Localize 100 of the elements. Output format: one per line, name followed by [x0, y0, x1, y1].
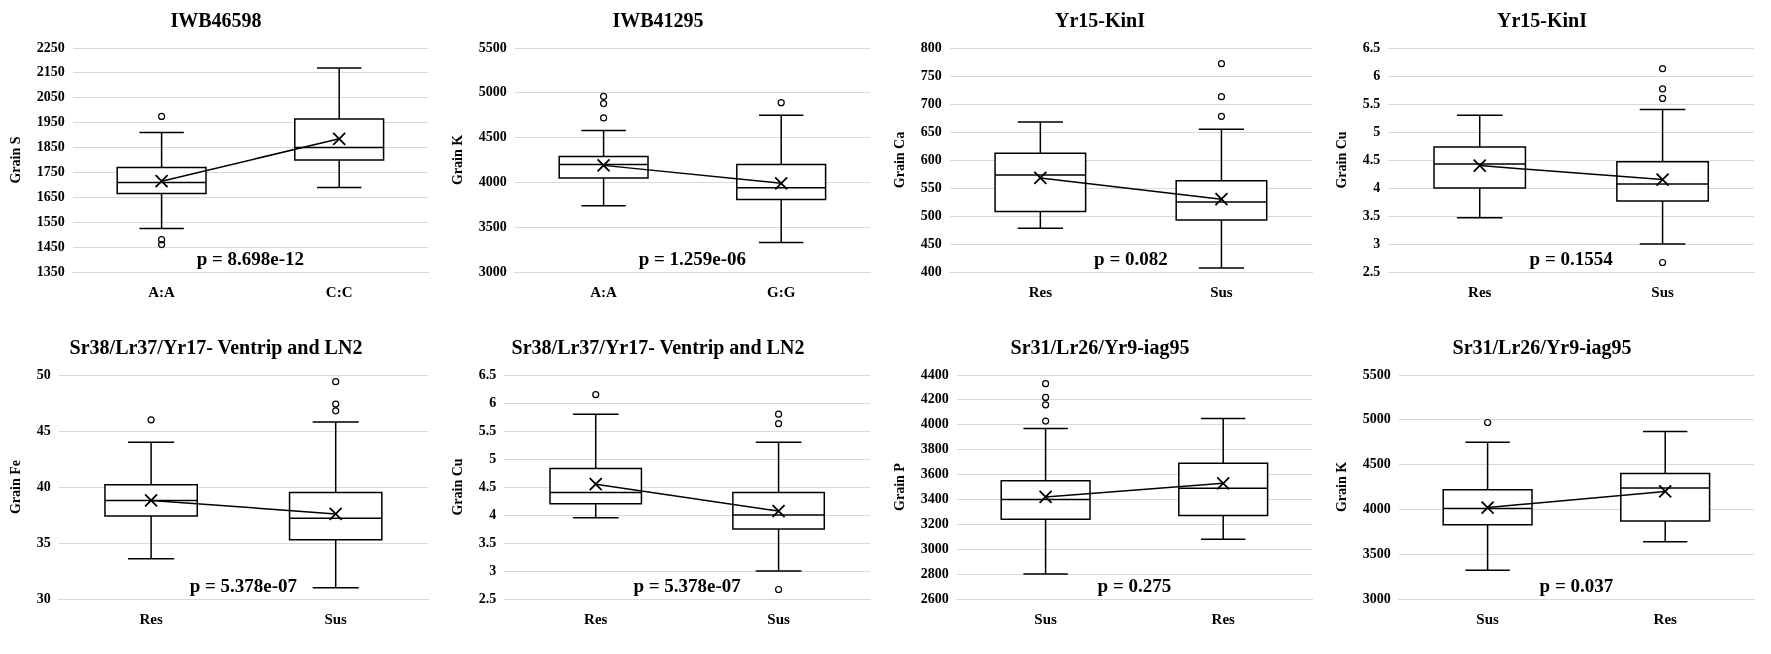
y-tick-label: 600 — [920, 151, 942, 167]
x-tick-label: Sus — [1034, 610, 1058, 627]
chart-title: Yr15-KinI — [1497, 9, 1588, 32]
y-tick-label: 3500 — [1362, 545, 1391, 561]
annotation: p = 5.378e-07 — [189, 575, 298, 597]
y-tick-label: 650 — [920, 123, 942, 139]
y-tick-label: 6 — [1373, 67, 1381, 83]
x-tick-label: Sus — [1210, 283, 1233, 300]
y-tick-label: 2800 — [920, 565, 949, 581]
y-tick-label: 2600 — [920, 590, 949, 606]
y-tick-label: 6.5 — [478, 366, 497, 382]
chart-title: Sr31/Lr26/Yr9-iag95 — [1452, 336, 1632, 360]
x-tick-label: Res — [1211, 610, 1236, 627]
y-tick-label: 40 — [36, 478, 51, 494]
x-tick-label: G:G — [767, 283, 796, 300]
y-tick-label: 4500 — [478, 129, 507, 145]
chart-title: Yr15-KinI — [1055, 9, 1146, 32]
y-tick-label: 3400 — [920, 491, 949, 507]
y-tick-label: 4 — [489, 506, 497, 522]
chart-title: IWB46598 — [170, 9, 262, 32]
x-tick-label: Res — [1468, 283, 1492, 300]
y-tick-label: 4.5 — [1362, 151, 1381, 167]
y-tick-label: 3000 — [920, 540, 949, 556]
y-tick-label: 3500 — [478, 218, 507, 234]
y-axis-title: Grain Fe — [8, 459, 24, 515]
chart-title: Sr31/Lr26/Yr9-iag95 — [1010, 336, 1190, 360]
y-tick-label: 30 — [36, 590, 51, 606]
y-tick-label: 5000 — [478, 84, 507, 100]
y-tick-label: 3200 — [920, 515, 949, 531]
y-tick-label: 800 — [920, 39, 942, 55]
y-tick-label: 4000 — [1362, 501, 1391, 517]
x-tick-label: Res — [1028, 283, 1053, 300]
annotation: p = 5.378e-07 — [633, 575, 742, 597]
y-tick-label: 5500 — [1362, 366, 1391, 382]
y-tick-label: 700 — [920, 95, 942, 111]
annotation: p = 0.275 — [1097, 575, 1172, 597]
y-axis-title: Grain Ca — [892, 131, 908, 189]
y-tick-label: 5.5 — [478, 422, 497, 438]
x-tick-label: Res — [584, 610, 608, 627]
y-tick-label: 35 — [36, 534, 51, 550]
annotation: p = 1.259e-06 — [638, 248, 747, 270]
y-tick-label: 2.5 — [478, 590, 497, 606]
y-tick-label: 1950 — [36, 114, 65, 130]
y-tick-label: 4000 — [920, 416, 949, 432]
y-tick-label: 500 — [920, 207, 942, 223]
annotation: p = 0.082 — [1094, 248, 1168, 270]
x-tick-label: A:A — [590, 283, 618, 300]
x-tick-label: Sus — [324, 610, 348, 627]
y-axis-title: Grain K — [1334, 461, 1350, 513]
annotation: p = 0.1554 — [1529, 248, 1614, 270]
y-tick-label: 400 — [920, 263, 942, 279]
chart-title: Sr38/Lr37/Yr17- Ventrip and LN2 — [511, 336, 805, 360]
y-tick-label: 3.5 — [478, 534, 497, 550]
y-tick-label: 45 — [36, 422, 51, 438]
y-tick-label: 5 — [1373, 123, 1381, 139]
y-tick-label: 2050 — [36, 89, 65, 105]
y-tick-label: 6 — [489, 394, 497, 410]
y-tick-label: 50 — [36, 366, 51, 382]
y-tick-label: 3600 — [920, 466, 949, 482]
x-tick-label: Sus — [1651, 283, 1674, 300]
y-tick-label: 4 — [1373, 179, 1381, 195]
y-tick-label: 1750 — [36, 164, 65, 180]
y-tick-label: 3800 — [920, 441, 949, 457]
y-tick-label: 4500 — [1362, 456, 1391, 472]
y-tick-label: 5.5 — [1362, 95, 1381, 111]
y-tick-label: 1650 — [36, 188, 65, 204]
x-tick-label: C:C — [325, 283, 353, 300]
y-tick-label: 2250 — [36, 39, 65, 55]
y-tick-label: 4400 — [920, 366, 949, 382]
y-tick-label: 4000 — [478, 174, 507, 190]
y-tick-label: 550 — [920, 179, 942, 195]
y-axis-title: Grain P — [892, 462, 908, 511]
y-tick-label: 4.5 — [478, 478, 497, 494]
y-tick-label: 3 — [489, 562, 497, 578]
x-tick-label: Sus — [767, 610, 790, 627]
x-tick-label: Res — [1653, 610, 1678, 627]
y-axis-title: Grain Cu — [450, 458, 466, 516]
y-tick-label: 4200 — [920, 391, 949, 407]
y-tick-label: 3.5 — [1362, 207, 1381, 223]
x-tick-label: A:A — [148, 283, 176, 300]
y-axis-title: Grain K — [450, 134, 466, 186]
y-tick-label: 3000 — [478, 263, 507, 279]
y-axis-title: Grain S — [8, 136, 24, 184]
y-tick-label: 1450 — [36, 238, 65, 254]
chart-title: IWB41295 — [612, 9, 704, 32]
y-tick-label: 3000 — [1362, 590, 1391, 606]
x-tick-label: Sus — [1476, 610, 1500, 627]
y-tick-label: 1850 — [36, 139, 65, 155]
y-tick-label: 5500 — [478, 39, 507, 55]
y-tick-label: 2.5 — [1362, 263, 1381, 279]
y-axis-title: Grain Cu — [1334, 131, 1350, 189]
x-tick-label: Res — [139, 610, 163, 627]
annotation: p = 8.698e-12 — [196, 248, 305, 270]
y-tick-label: 750 — [920, 67, 942, 83]
chart-title: Sr38/Lr37/Yr17- Ventrip and LN2 — [69, 336, 363, 360]
y-tick-label: 450 — [920, 235, 942, 251]
y-tick-label: 6.5 — [1362, 39, 1381, 55]
annotation: p = 0.037 — [1539, 575, 1614, 597]
y-tick-label: 5 — [489, 450, 497, 466]
y-tick-label: 1350 — [36, 263, 65, 279]
